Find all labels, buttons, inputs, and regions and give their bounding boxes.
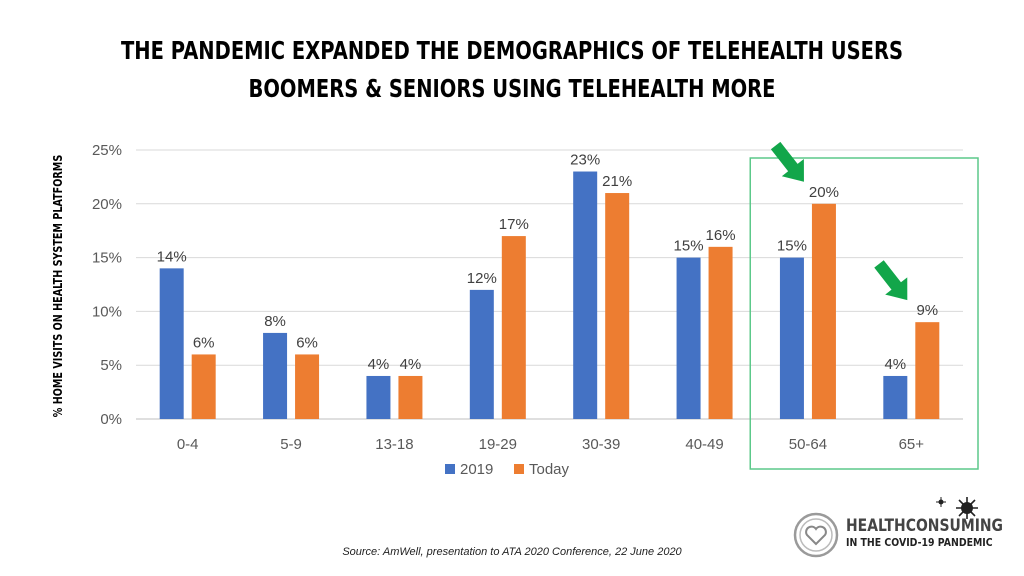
legend-label: 2019 (460, 461, 493, 478)
data-label: 17% (499, 216, 529, 233)
bar-2019-5-9 (263, 332, 288, 419)
data-label: 9% (916, 302, 938, 319)
data-label: 16% (706, 227, 736, 244)
y-tick-label: 20% (92, 196, 122, 213)
trend-arrows (770, 141, 908, 301)
legend-label: Today (529, 461, 570, 478)
y-tick-label: 15% (92, 250, 122, 267)
y-tick-label: 25% (92, 142, 122, 159)
data-label: 4% (368, 356, 390, 373)
bars: 14%6%8%6%4% 4%12%17%23%21%15%16%15%20%4%9… (157, 152, 940, 419)
small-virus-icon (936, 497, 946, 507)
x-tick-label: 30-39 (582, 436, 620, 453)
x-tick-label: 13-18 (375, 436, 413, 453)
highlight-box (749, 157, 979, 470)
x-axis-ticks: 0-4 5-9 13-18 19-29 30-39 40-49 50-64 65+ (177, 436, 924, 453)
logo-text-main: HEALTHCONSUMING (846, 516, 1004, 536)
bar-today-5-9 (295, 354, 320, 419)
data-label: 4% (400, 356, 422, 373)
x-tick-label: 50-64 (789, 436, 827, 453)
bar-2019-0-4 (159, 268, 184, 419)
bar-2019-50-64 (779, 257, 804, 419)
data-label: 21% (602, 173, 632, 190)
bar-today-65+ (915, 322, 940, 419)
source-note: Source: AmWell, presentation to ATA 2020… (342, 546, 682, 558)
up-arrow-icon (770, 141, 804, 182)
bar-today-19-29 (501, 236, 526, 419)
data-label: 6% (193, 334, 215, 351)
y-tick-label: 0% (100, 411, 122, 428)
legend-swatch (514, 464, 524, 474)
data-label: 6% (296, 334, 318, 351)
data-label: 4% (884, 356, 906, 373)
data-label: 12% (467, 270, 497, 287)
legend: 2019 Today (445, 461, 570, 478)
bar-today-30-39 (605, 193, 630, 419)
logo: HEALTHCONSUMING IN THE COVID-19 PANDEMIC (790, 494, 1004, 564)
data-label: 23% (570, 152, 600, 169)
data-label: 15% (777, 238, 807, 255)
chart-title-line1: THE PANDEMIC EXPANDED THE DEMOGRAPHICS O… (120, 36, 904, 65)
bar-2019-65+ (883, 375, 908, 419)
y-axis-label: % HOME VISITS ON HEALTH SYSTEM PLATFORMS (51, 155, 65, 418)
data-label: 15% (674, 238, 704, 255)
x-tick-label: 65+ (899, 436, 925, 453)
chart-title-line2: BOOMERS & SENIORS USING TELEHEALTH MORE (248, 74, 776, 103)
y-tick-label: 5% (100, 357, 122, 374)
bar-2019-13-18 (366, 375, 391, 419)
y-axis-ticks: 0% 5% 10% 15% 20% 25% (92, 142, 122, 428)
heart-circle-icon (793, 512, 839, 558)
bar-today-0-4 (191, 354, 216, 419)
bar-today-40-49 (708, 246, 733, 419)
data-label: 20% (809, 184, 839, 201)
x-tick-label: 40-49 (685, 436, 723, 453)
data-label: 14% (157, 248, 187, 265)
data-label: 8% (264, 313, 286, 330)
virus-icon (956, 497, 978, 519)
logo-text-sub: IN THE COVID-19 PANDEMIC (846, 536, 993, 549)
up-arrow-icon (874, 260, 908, 301)
bar-2019-19-29 (469, 289, 494, 419)
x-tick-label: 5-9 (280, 436, 302, 453)
bar-today-50-64 (811, 203, 836, 419)
bar-today-13-18 (398, 375, 423, 419)
bar-2019-40-49 (676, 257, 701, 419)
y-tick-label: 10% (92, 303, 122, 320)
legend-swatch (445, 464, 455, 474)
bar-chart: 0% 5% 10% 15% 20% 25% % HOME VISITS ON HEALTH… (51, 141, 979, 478)
bar-2019-30-39 (573, 171, 598, 419)
x-tick-label: 19-29 (479, 436, 517, 453)
x-tick-label: 0-4 (177, 436, 199, 453)
